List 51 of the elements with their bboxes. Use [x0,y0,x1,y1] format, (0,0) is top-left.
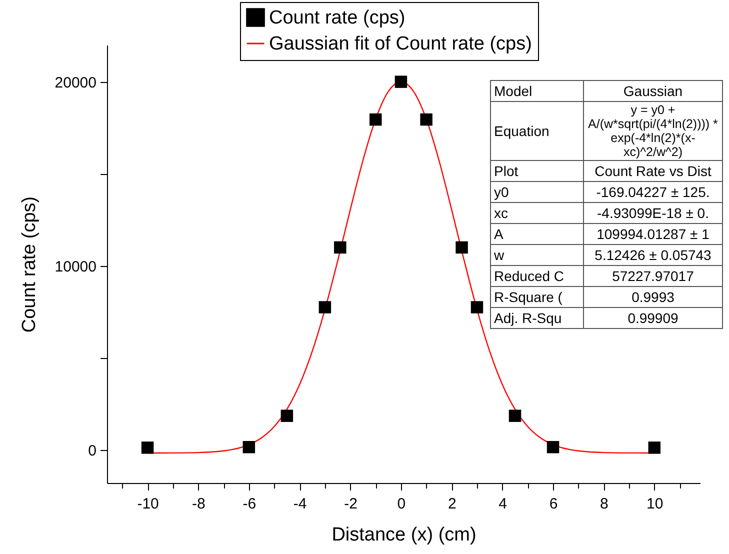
point [394,76,408,88]
annotation: A [490,224,584,244]
annotation: Equation [490,102,584,160]
y-axis-title: Count rate (cps) [18,196,40,333]
annotation: xc [490,202,584,224]
point [242,440,256,454]
legend-label: Count rate (cps) [269,8,406,28]
point [370,113,382,126]
point [318,301,332,314]
annotation: Model [490,80,584,102]
point [508,410,522,422]
x-tick-label: 10 [646,496,664,512]
point [546,440,560,454]
point [456,241,468,254]
x-tick-label: 0 [397,496,406,512]
x-tick-label: -2 [344,496,358,512]
point [420,113,432,126]
annotation: -169.04227 ± 125. [584,182,722,202]
annotation: Reduced C [490,266,584,286]
y-tick-label: 20000 [54,74,96,92]
annotation: R-Square ( [490,286,584,308]
annotation: y0 [490,182,584,202]
annotation: Plot [490,160,584,182]
x-tick-label: -8 [192,496,206,512]
point [280,410,294,422]
x-tick-label: -4 [293,496,307,512]
legend-label: Gaussian fit of Count rate (cps) [269,34,532,54]
point [648,442,661,454]
point [141,442,154,454]
annotation: Adj. R-Squ [490,308,584,328]
annotation: 0.9993 [584,286,722,308]
annotation: 5.12426 ± 0.05743 [584,244,722,266]
point [470,301,484,314]
x-tick-label: 4 [498,496,508,512]
x-tick-label: 6 [549,496,558,512]
annotation: 109994.01287 ± 1 [584,224,722,244]
x-tick-label: 2 [448,496,456,512]
point [334,241,346,254]
annotation: Gaussian [584,80,722,102]
x-axis-title: Distance (x) (cm) [332,524,476,546]
annotation: Count Rate vs Dist [584,160,722,182]
x-tick-label: -6 [242,496,256,512]
x-tick-label: -10 [137,496,159,512]
annotation: 0.99909 [584,308,722,328]
x-tick-label: 8 [600,496,608,512]
annotation: 57227.97017 [584,266,722,286]
annotation: y = y0 + A/(w*sqrt(pi/(4*ln(2)))) * exp(-4*ln(2)*(x-xc)^2/w^2) [584,102,722,160]
annotation: -4.93099E-18 ± 0. [584,202,722,224]
y-tick-label: 10000 [54,258,96,276]
annotation: w [490,244,584,266]
y-tick-label: 0 [88,442,96,460]
